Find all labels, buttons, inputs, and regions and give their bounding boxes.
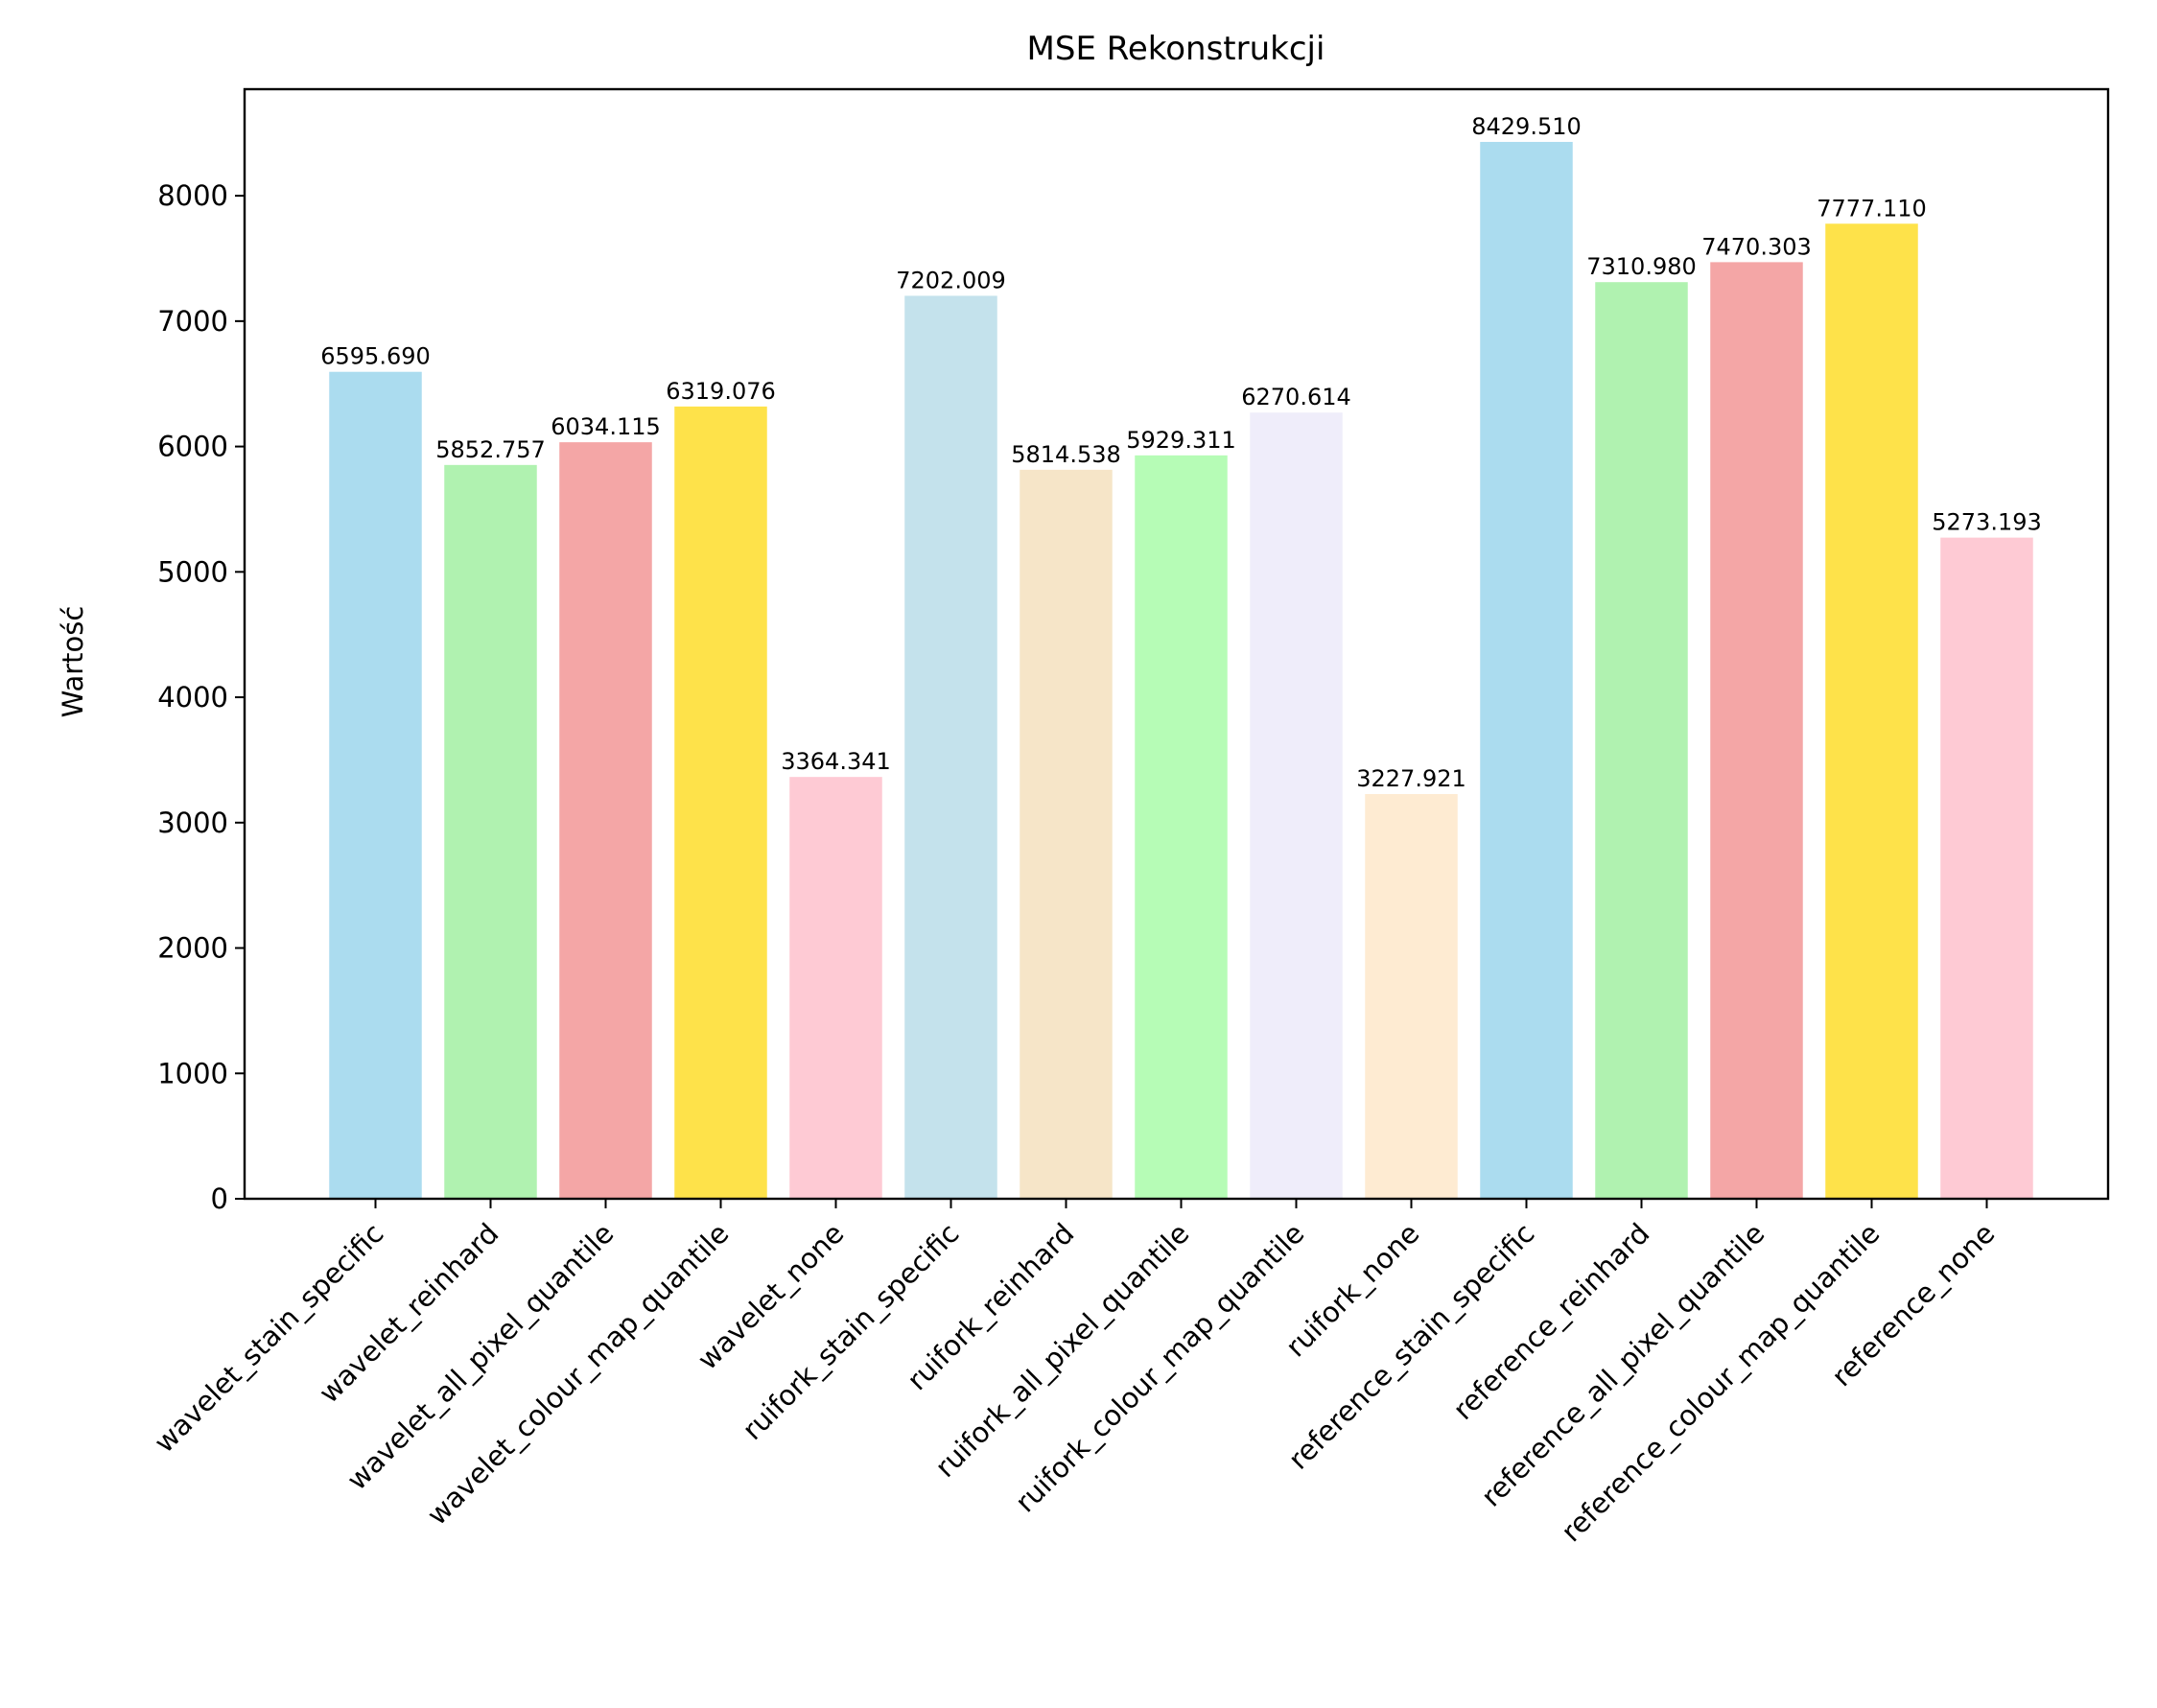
data-label: 7202.009	[896, 267, 1006, 293]
data-label: 6270.614	[1241, 384, 1351, 410]
data-label: 8429.510	[1471, 113, 1582, 140]
bar-ruifork-colour-map-quantile	[1250, 412, 1343, 1200]
y-tick-label: 4000	[157, 681, 228, 714]
y-tick-label: 7000	[157, 305, 228, 338]
data-label: 5852.757	[435, 436, 546, 463]
data-label: 3227.921	[1356, 765, 1466, 792]
data-label: 5814.538	[1011, 441, 1121, 468]
bar-ruifork-all-pixel-quantile	[1135, 455, 1228, 1199]
bar-wavelet-stain-specific	[329, 371, 422, 1199]
bar-ruifork-none	[1365, 793, 1458, 1199]
chart-title: MSE Rekonstrukcji	[1027, 30, 1325, 68]
bar-reference-stain-specific	[1480, 141, 1573, 1199]
data-label: 6319.076	[666, 378, 776, 405]
y-tick-label: 0	[211, 1182, 228, 1215]
data-label: 7310.980	[1586, 253, 1697, 280]
bar-reference-colour-map-quantile	[1825, 223, 1918, 1200]
bar-wavelet-none	[789, 777, 882, 1199]
data-label: 3364.341	[781, 748, 891, 775]
bar-ruifork-stain-specific	[904, 295, 997, 1199]
bar-reference-all-pixel-quantile	[1710, 262, 1803, 1200]
y-tick-label: 6000	[157, 431, 228, 463]
y-axis-label: Wartość	[57, 606, 89, 718]
bar-wavelet-colour-map-quantile	[674, 406, 767, 1199]
y-tick-label: 1000	[157, 1057, 228, 1089]
y-tick-label: 2000	[157, 932, 228, 965]
data-label: 5273.193	[1932, 509, 2042, 536]
bar-ruifork-reinhard	[1020, 469, 1113, 1200]
data-label: 6595.690	[320, 343, 431, 370]
y-tick-label: 5000	[157, 555, 228, 588]
data-label: 5929.311	[1126, 427, 1236, 454]
data-label: 7777.110	[1817, 195, 1927, 222]
y-tick-label: 3000	[157, 807, 228, 839]
data-label: 7470.303	[1701, 233, 1812, 260]
bar-reference-reinhard	[1595, 282, 1688, 1199]
y-tick-label: 8000	[157, 179, 228, 212]
bar-wavelet-all-pixel-quantile	[559, 442, 652, 1200]
bar-reference-none	[1940, 537, 2033, 1199]
bar-wavelet-reinhard	[444, 464, 537, 1199]
plot-frame	[243, 87, 2110, 1201]
data-label: 6034.115	[551, 413, 661, 440]
